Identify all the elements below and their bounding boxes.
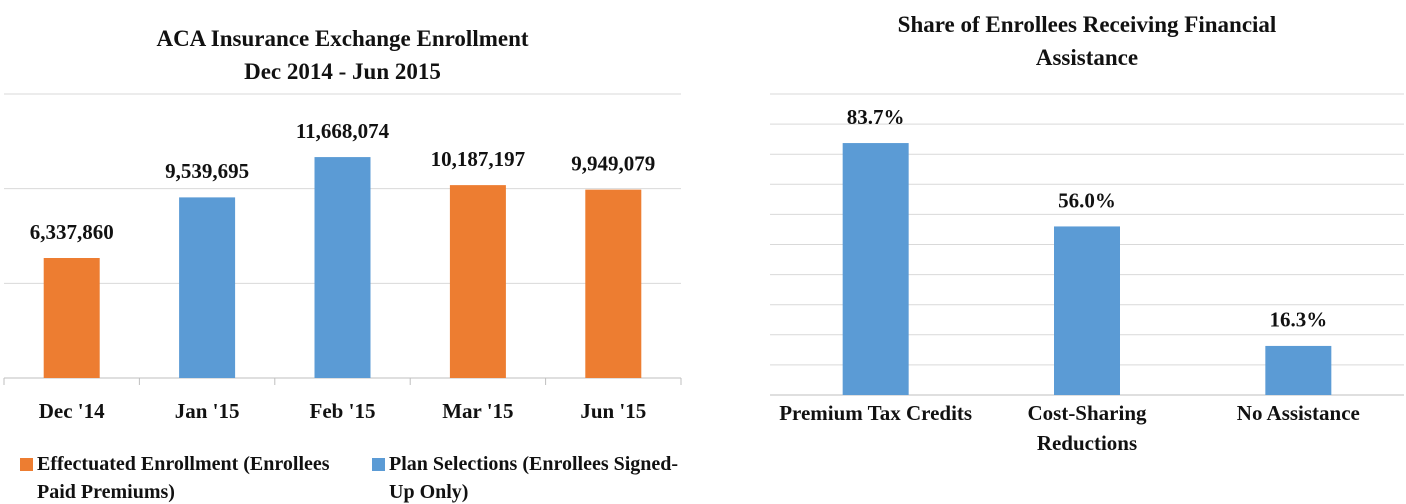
- legend-label: Effectuated Enrollment (Enrollees Paid P…: [37, 453, 330, 503]
- bar: [585, 189, 642, 378]
- legend-swatch: [20, 458, 33, 471]
- bar: [43, 258, 100, 378]
- chart-subtitle: Dec 2014 - Jun 2015: [244, 59, 441, 84]
- legend-label: Plan Selections (Enrollees Signed-Up Onl…: [389, 453, 679, 503]
- data-label: 6,337,860: [30, 220, 114, 244]
- data-label: 16.3%: [1269, 308, 1327, 332]
- bar: [1054, 226, 1120, 395]
- x-tick-label: Cost-Sharing Reductions: [1027, 401, 1147, 455]
- data-label: 9,539,695: [165, 159, 249, 183]
- x-tick-label: No Assistance: [1236, 401, 1360, 425]
- bar: [449, 185, 506, 378]
- bar: [314, 157, 371, 378]
- chart-title: ACA Insurance Exchange Enrollment: [156, 26, 529, 51]
- bar: [179, 197, 236, 378]
- x-tick-label: Jun '15: [580, 399, 647, 423]
- data-label: 9,949,079: [571, 151, 655, 175]
- legend-swatch: [372, 458, 385, 471]
- data-label: 11,668,074: [296, 119, 390, 143]
- x-tick-label: Jan '15: [174, 399, 240, 423]
- x-tick-label: Feb '15: [309, 399, 376, 423]
- data-label: 56.0%: [1058, 188, 1116, 212]
- data-label: 83.7%: [847, 105, 905, 129]
- x-tick-label: Dec '14: [38, 399, 105, 423]
- chart-title: Share of Enrollees Receiving Financial A…: [897, 12, 1277, 70]
- bar: [842, 143, 909, 395]
- bar: [1265, 345, 1332, 395]
- x-tick-label: Premium Tax Credits: [779, 401, 973, 425]
- x-tick-label: Mar '15: [442, 399, 514, 423]
- data-label: 10,187,197: [431, 147, 526, 171]
